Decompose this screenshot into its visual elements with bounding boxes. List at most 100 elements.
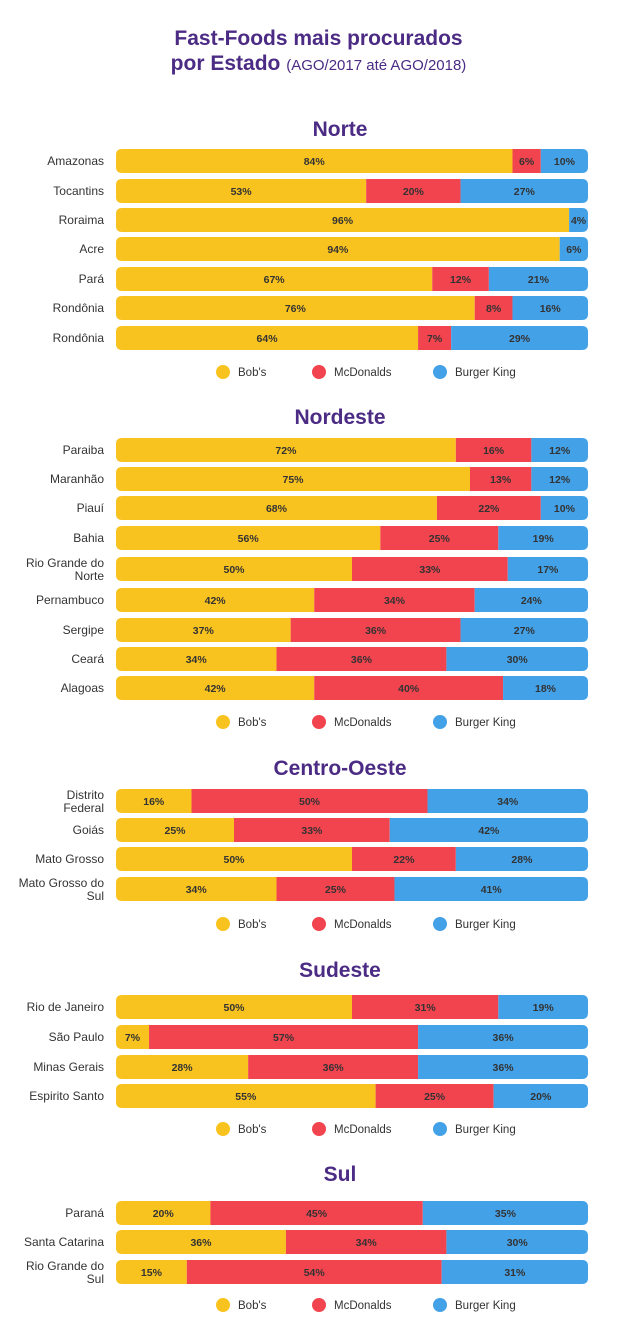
bar-segment-burger-king [540, 149, 588, 173]
data-label: 84% [304, 156, 326, 168]
bar-segment-bob-s [116, 588, 315, 612]
bar-segment-mcdonalds [380, 526, 499, 550]
data-label: 42% [205, 595, 227, 607]
bar-segment-mcdonalds [276, 647, 447, 671]
legend-label-bob-s: Bob's [238, 717, 267, 729]
data-label: 45% [306, 1208, 328, 1220]
data-label: 22% [478, 503, 500, 515]
chart-subtitle-main: por Estado [170, 52, 281, 75]
data-label: 16% [143, 796, 165, 808]
region-chart-norte: Norte Amazonas 84% 6% 10% Tocantins 53% 20% 27% R… [47, 118, 588, 379]
data-label: 29% [509, 333, 531, 345]
bar-segment-mcdonalds [436, 496, 541, 520]
data-label: 25% [325, 884, 347, 896]
bar-segment-burger-king [446, 647, 588, 671]
bar-segment-burger-king [503, 676, 588, 700]
data-label: 50% [223, 1002, 245, 1014]
bar-segment-burger-king [569, 208, 588, 232]
data-label: 33% [301, 825, 323, 837]
bar-segment-mcdonalds [352, 847, 456, 871]
category-label: Minas Gerais [33, 1060, 104, 1074]
bar-segment-mcdonalds [474, 296, 513, 320]
bar-segment-mcdonalds [470, 467, 532, 491]
data-label: 20% [530, 1091, 552, 1103]
bar-segment-bob-s [116, 267, 433, 291]
legend-swatch-mcdonalds [312, 365, 326, 379]
data-label: 27% [514, 625, 536, 637]
data-label: 56% [238, 533, 260, 545]
bar-segment-bob-s [116, 557, 352, 581]
category-label: Roraima [59, 213, 105, 227]
data-label: 34% [186, 654, 208, 666]
bar-segment-bob-s [116, 526, 381, 550]
bar-segment-mcdonalds [276, 877, 395, 901]
data-label: 96% [332, 215, 354, 227]
data-label: 30% [507, 654, 529, 666]
category-label: Rio Grande do Sul [26, 1259, 104, 1286]
bar-segment-burger-king [418, 1025, 588, 1049]
bar-segment-burger-king [498, 995, 588, 1019]
legend-swatch-burger-king [433, 715, 447, 729]
category-label: Santa Catarina [24, 1235, 104, 1249]
legend-swatch-burger-king [433, 917, 447, 931]
bar-segment-burger-king [531, 467, 588, 491]
legend-swatch-burger-king [433, 365, 447, 379]
bar-segment-mcdonalds [366, 179, 461, 203]
data-label: 76% [285, 303, 307, 315]
data-label: 7% [427, 333, 443, 345]
legend-label-bob-s: Bob's [238, 1124, 267, 1136]
data-label: 8% [486, 303, 502, 315]
data-label: 20% [153, 1208, 175, 1220]
category-label: Paraiba [63, 443, 105, 457]
data-label: 34% [356, 1237, 378, 1249]
data-label: 28% [172, 1062, 194, 1074]
bar-segment-mcdonalds [248, 1055, 419, 1079]
bar-segment-bob-s [116, 208, 570, 232]
bar-segment-burger-king [427, 789, 588, 813]
legend-label-mcdonalds: McDonalds [334, 919, 392, 931]
legend-label-bob-s: Bob's [238, 1300, 267, 1312]
data-label: 50% [223, 854, 245, 866]
bar-segment-burger-king [451, 326, 588, 350]
chart-subtitle: por Estado (AGO/2017 até AGO/2018) [0, 51, 637, 78]
data-label: 50% [299, 796, 321, 808]
data-label: 25% [164, 825, 186, 837]
region-title: Norte [313, 118, 368, 141]
legend-swatch-bob-s [216, 1122, 230, 1136]
data-label: 4% [571, 215, 587, 227]
data-label: 41% [481, 884, 503, 896]
legend-swatch-mcdonalds [312, 715, 326, 729]
bar-segment-burger-king [446, 1230, 588, 1254]
bar-segment-burger-king [498, 526, 588, 550]
data-label: 13% [490, 474, 512, 486]
data-label: 40% [398, 683, 420, 695]
bar-segment-mcdonalds [290, 618, 461, 642]
data-label: 24% [521, 595, 543, 607]
bar-segment-burger-king [507, 557, 588, 581]
data-label: 94% [327, 244, 349, 256]
data-label: 31% [415, 1002, 437, 1014]
bar-segment-bob-s [116, 1201, 211, 1225]
data-label: 36% [493, 1062, 515, 1074]
data-label: 64% [257, 333, 279, 345]
bar-segment-mcdonalds [455, 438, 532, 462]
category-label: Tocantins [53, 184, 104, 198]
bar-segment-burger-king [422, 1201, 588, 1225]
bar-segment-mcdonalds [149, 1025, 419, 1049]
data-label: 16% [483, 445, 505, 457]
legend-label-bob-s: Bob's [238, 367, 267, 379]
bar-segment-burger-king [460, 618, 588, 642]
region-title: Sudeste [299, 959, 381, 982]
bar-segment-bob-s [116, 1260, 187, 1284]
data-label: 16% [540, 303, 562, 315]
data-label: 54% [304, 1267, 326, 1279]
bar-segment-bob-s [116, 995, 352, 1019]
data-label: 28% [511, 854, 533, 866]
chart-title-block: Fast-Foods mais procurados por Estado (A… [0, 26, 637, 78]
data-label: 19% [533, 1002, 555, 1014]
data-label: 75% [282, 474, 304, 486]
data-label: 53% [231, 186, 253, 198]
data-label: 6% [519, 156, 535, 168]
bar-segment-burger-king [394, 877, 588, 901]
category-label: Pará [79, 272, 105, 286]
